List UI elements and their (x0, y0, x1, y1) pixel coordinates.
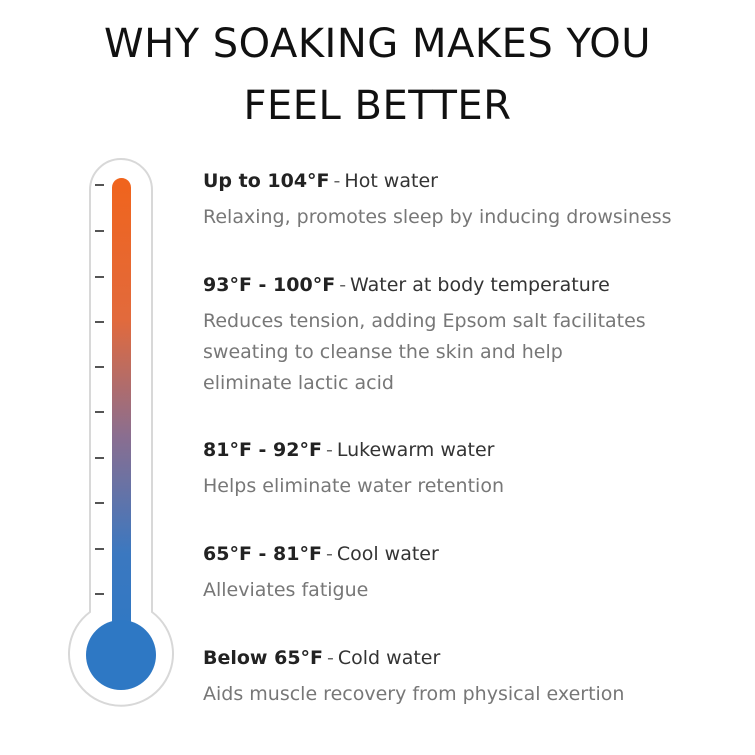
item-heading: 65°F - 81°F - Cool water (203, 543, 743, 565)
separator: - (339, 274, 347, 296)
item-heading: 93°F - 100°F - Water at body temperature (203, 274, 743, 296)
description-line: Reduces tension, adding Epsom salt facil… (203, 310, 646, 332)
temperature-range: 81°F - 92°F (203, 439, 322, 461)
temperature-range: Up to 104°F (203, 170, 330, 192)
temperature-range: 65°F - 81°F (203, 543, 322, 565)
item: 81°F - 92°F - Lukewarm water Helps eliminat… (203, 439, 743, 502)
description-line: Helps eliminate water retention (203, 475, 504, 497)
description: Helps eliminate water retention (203, 471, 743, 502)
bulb (86, 620, 156, 690)
description-line: Aids muscle recovery from physical exert… (203, 683, 625, 705)
separator: - (333, 170, 341, 192)
temperature-range: Below 65°F (203, 647, 324, 669)
mercury (112, 178, 131, 648)
title: FEEL BETTER (243, 83, 512, 129)
temperature-range: 93°F - 100°F (203, 274, 336, 296)
description: Reduces tension, adding Epsom salt facil… (203, 306, 743, 399)
water-type: Cold water (337, 647, 441, 669)
water-type: Water at body temperature (350, 274, 610, 296)
separator: - (325, 439, 333, 461)
description: Alleviates fatigue (203, 575, 743, 606)
water-type: Cool water (336, 543, 439, 565)
item: Below 65°F - Cold water Aids muscle recover… (203, 647, 743, 710)
description-line: Alleviates fatigue (203, 579, 369, 601)
item: 65°F - 81°F - Cool water Alleviates fatigue (203, 543, 743, 606)
description-line: Relaxing, promotes sleep by inducing dro… (203, 206, 672, 228)
description: Aids muscle recovery from physical exert… (203, 679, 743, 710)
tick-marks (95, 184, 104, 595)
description-line: eliminate lactic acid (203, 372, 394, 394)
description-line: sweating to cleanse the skin and help (203, 341, 563, 363)
separator: - (325, 543, 333, 565)
item-heading: 81°F - 92°F - Lukewarm water (203, 439, 743, 461)
water-type: Lukewarm water (336, 439, 495, 461)
item: Up to 104°F - Hot water Relaxing, promotes … (203, 170, 743, 233)
description: Relaxing, promotes sleep by inducing dro… (203, 202, 743, 233)
water-type: Hot water (344, 170, 438, 192)
item: 93°F - 100°F - Water at body temperature Re… (203, 274, 743, 399)
title: WHY SOAKING MAKES YOU (104, 21, 651, 67)
item-heading: Up to 104°F - Hot water (203, 170, 743, 192)
separator: - (327, 647, 334, 669)
item-heading: Below 65°F - Cold water (203, 647, 743, 669)
